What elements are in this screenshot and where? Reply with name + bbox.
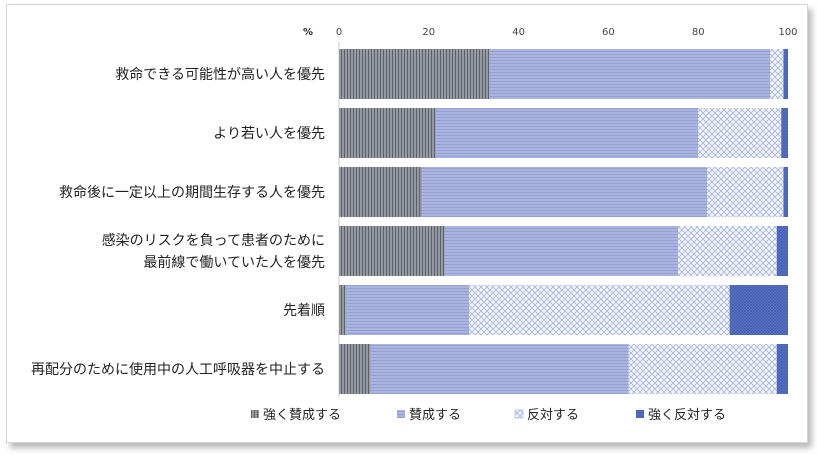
bar-segment-2 xyxy=(345,285,470,335)
legend-swatch xyxy=(514,409,524,419)
axis-unit-label: % xyxy=(303,27,313,38)
bar-segment-3 xyxy=(698,108,782,158)
legend-item: 強く賛成する xyxy=(251,408,341,423)
bar-segment-2 xyxy=(422,167,708,217)
bar-segment-2 xyxy=(370,344,629,394)
bar-segment-3 xyxy=(469,285,730,335)
bar-segment-1 xyxy=(339,108,436,158)
x-tick-label: 20 xyxy=(422,27,435,38)
bar-segment-1 xyxy=(339,285,346,335)
legend-item: 強く反対する xyxy=(636,408,726,423)
x-tick-label: 100 xyxy=(778,27,797,38)
legend-item: 反対する xyxy=(514,408,579,423)
bar-segment-3 xyxy=(770,49,784,99)
bar-segment-1 xyxy=(339,226,445,276)
bar-segment-1 xyxy=(339,344,371,394)
legend-swatch xyxy=(636,410,644,418)
bar-segment-4 xyxy=(781,108,788,158)
x-tick-label: 0 xyxy=(336,27,342,38)
stacked-bar-chart: % 0 20 40 60 80 100 救命できる可能性が高い人を優先より若い人を優先救命後… xyxy=(31,27,798,423)
bar-segment-1 xyxy=(339,49,490,99)
legend-label: 強く反対する xyxy=(648,408,726,423)
legend-item: 賛成する xyxy=(397,408,461,423)
legend-label: 強く賛成する xyxy=(263,408,341,423)
x-tick-label: 80 xyxy=(692,27,705,38)
bar-segment-3 xyxy=(628,344,777,394)
legend-swatch xyxy=(251,410,259,418)
bar-segment-4 xyxy=(776,226,788,276)
legend-swatch xyxy=(397,410,405,418)
bar-segment-2 xyxy=(435,108,699,158)
bar-segment-4 xyxy=(783,167,788,217)
category-label: 救命できる可能性が高い人を優先 xyxy=(115,66,325,83)
bar-segment-4 xyxy=(783,49,788,99)
category-label: より若い人を優先 xyxy=(213,126,325,142)
chart-frame: % 0 20 40 60 80 100 救命できる可能性が高い人を優先より若い人を優先救命後… xyxy=(6,4,808,443)
category-label: 再配分のために使用中の人工呼吸器を中止する xyxy=(31,361,325,378)
category-label: 感染のリスクを負って患者のために xyxy=(102,232,325,249)
bar-segment-3 xyxy=(707,167,784,217)
x-tick-label: 40 xyxy=(512,27,525,38)
legend-label: 賛成する xyxy=(409,408,461,423)
bar-segment-4 xyxy=(729,285,788,335)
bar-segment-1 xyxy=(339,167,423,217)
category-label: 救命後に一定以上の期間生存する人を優先 xyxy=(59,184,325,201)
category-label: 先着順 xyxy=(283,303,325,319)
bar-segment-2 xyxy=(489,49,771,99)
bar-segment-3 xyxy=(677,226,777,276)
x-tick-label: 60 xyxy=(602,27,615,38)
category-label: 最前線で働いていた人を優先 xyxy=(143,254,325,271)
legend-label: 反対する xyxy=(527,408,579,423)
bar-segment-4 xyxy=(776,344,788,394)
bar-segment-2 xyxy=(444,226,678,276)
